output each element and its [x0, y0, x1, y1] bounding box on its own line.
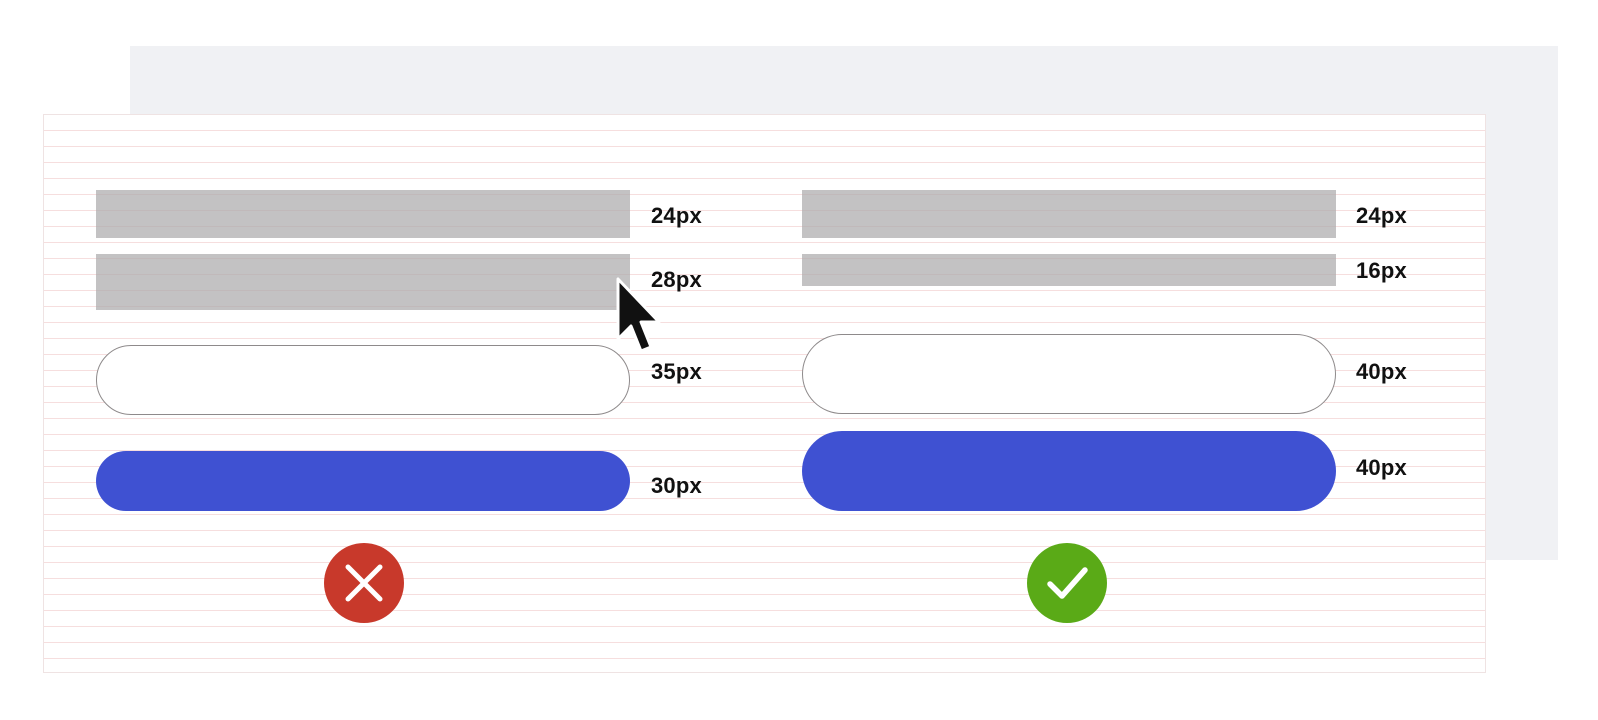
right-input-height-label: 40px	[1356, 359, 1407, 384]
checkmark-icon	[1027, 543, 1107, 623]
wrong-primary-button[interactable]	[96, 451, 630, 511]
wrong-heading-height-label: 24px	[651, 203, 702, 228]
right-subheading-block	[802, 254, 1336, 286]
wrong-subheading-height-label: 28px	[651, 267, 702, 292]
right-heading-height-label: 24px	[1356, 203, 1407, 228]
right-heading-block	[802, 190, 1336, 238]
x-mark-icon	[324, 543, 404, 623]
wrong-input-height-label: 35px	[651, 359, 702, 384]
mouse-cursor-icon	[614, 277, 664, 361]
wrong-heading-block	[96, 190, 630, 238]
wrong-button-height-label: 30px	[651, 473, 702, 498]
baseline-grid-sheet: 24px 28px 35px 30px 24px 16px 40px 40px	[43, 114, 1486, 673]
wrong-input-field[interactable]	[96, 345, 630, 415]
right-primary-button[interactable]	[802, 431, 1336, 511]
right-button-height-label: 40px	[1356, 455, 1407, 480]
wrong-example: 24px 28px 35px 30px	[44, 115, 1485, 672]
right-input-field[interactable]	[802, 334, 1336, 414]
right-example: 24px 16px 40px 40px	[44, 115, 1485, 672]
right-subheading-height-label: 16px	[1356, 258, 1407, 283]
wrong-subheading-block	[96, 254, 630, 310]
